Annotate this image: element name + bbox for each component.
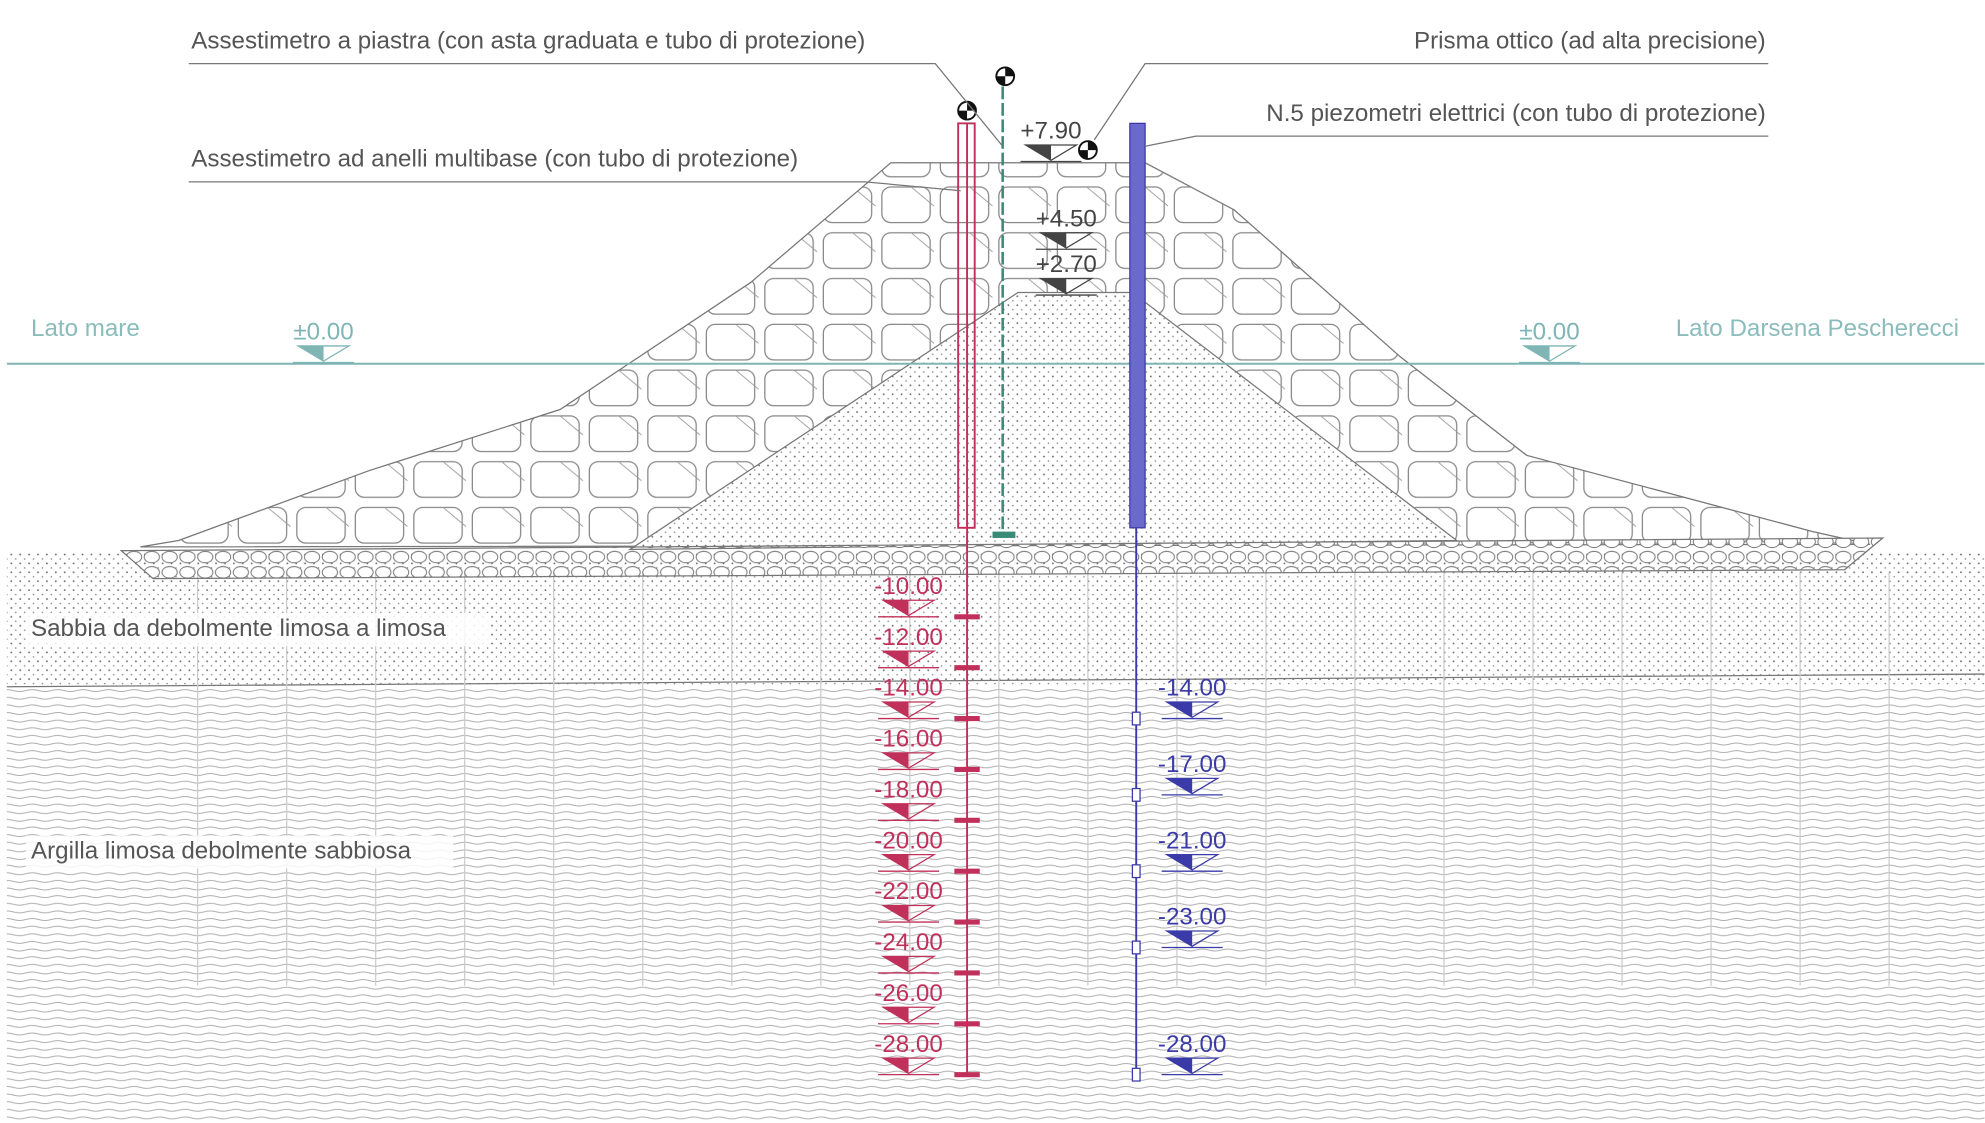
piezometer-level: -14.00 bbox=[1158, 675, 1227, 702]
gauge-ring bbox=[954, 665, 980, 671]
water-level: ±0.00 bbox=[293, 319, 353, 346]
callout-label: Prisma ottico (ad alta precisione) bbox=[1414, 27, 1766, 54]
leader-line bbox=[1093, 62, 1769, 141]
soil-label: Sabbia da debolmente limosa a limosa bbox=[31, 615, 446, 642]
clay-layer bbox=[6, 686, 1985, 1123]
level-triangle-fill bbox=[1040, 278, 1067, 294]
piezometer-cell bbox=[1131, 940, 1141, 955]
gauge-level: -18.00 bbox=[874, 776, 943, 803]
piezometer-level: -23.00 bbox=[1158, 904, 1227, 931]
layer-boundary bbox=[6, 673, 1985, 688]
target-fill bbox=[996, 67, 1015, 86]
gauge-level: -24.00 bbox=[874, 929, 943, 956]
settlement-gauge-casing bbox=[957, 122, 976, 529]
level-triangle-fill bbox=[883, 651, 909, 667]
level-triangle-fill bbox=[883, 1007, 909, 1023]
crest-level: +4.50 bbox=[1036, 205, 1097, 232]
piezometer-cell bbox=[1131, 711, 1141, 726]
gauge-level: -16.00 bbox=[874, 726, 943, 753]
level-triangle-fill bbox=[1166, 930, 1193, 947]
gauge-level: -12.00 bbox=[874, 624, 943, 651]
callout-label: Assestimetro ad anelli multibase (con tu… bbox=[191, 146, 798, 173]
callout-label: Assestimetro a piastra (con asta graduat… bbox=[191, 27, 865, 54]
gauge-ring bbox=[954, 1021, 980, 1027]
gauge-ring bbox=[954, 766, 980, 772]
side-label: Lato mare bbox=[31, 315, 140, 342]
label-bg bbox=[25, 613, 489, 647]
gauge-level: -28.00 bbox=[874, 1031, 943, 1058]
gauge-level: -20.00 bbox=[874, 827, 943, 854]
level-triangle-fill bbox=[883, 803, 909, 820]
level-triangle-fill bbox=[883, 752, 909, 769]
piezometer-casing bbox=[1129, 122, 1146, 529]
gauge-ring bbox=[954, 919, 980, 925]
piezometer-cell bbox=[1131, 864, 1141, 879]
leader-line bbox=[188, 181, 961, 192]
crest-level: +7.90 bbox=[1020, 118, 1081, 145]
water-level: ±0.00 bbox=[1519, 319, 1579, 346]
level-triangle-fill bbox=[883, 905, 909, 921]
gauge-level: -26.00 bbox=[874, 980, 943, 1007]
level-triangle-fill bbox=[883, 956, 909, 972]
gauge-level: -22.00 bbox=[874, 878, 943, 905]
gauge-ring bbox=[954, 817, 980, 823]
gauge-ring bbox=[954, 716, 980, 722]
target-fill bbox=[958, 101, 976, 120]
gauge-ring bbox=[954, 868, 980, 874]
piezometer-level: -21.00 bbox=[1158, 827, 1227, 854]
callout-label: N.5 piezometri elettrici (con tubo di pr… bbox=[1266, 100, 1765, 127]
piezometer-level: -28.00 bbox=[1158, 1031, 1227, 1058]
target-fill bbox=[1078, 141, 1097, 159]
side-label: Lato Darsena Pescherecci bbox=[1676, 315, 1959, 342]
leader-line bbox=[1144, 135, 1769, 147]
gauge-ring bbox=[954, 614, 980, 620]
soil-label: Argilla limosa debolmente sabbiosa bbox=[31, 837, 412, 864]
gauge-level: -14.00 bbox=[874, 675, 943, 702]
level-triangle-fill bbox=[1040, 232, 1067, 249]
label-bg bbox=[25, 835, 454, 869]
gauge-ring bbox=[954, 970, 980, 976]
gauge-ring bbox=[954, 1072, 980, 1078]
plate bbox=[992, 531, 1016, 538]
level-triangle-fill bbox=[1524, 345, 1550, 362]
leader-line bbox=[188, 62, 1004, 147]
piezometer-level: -17.00 bbox=[1158, 751, 1227, 778]
gauge-level: -10.00 bbox=[874, 573, 943, 600]
piezometer-cell bbox=[1131, 1067, 1141, 1082]
piezometer-cell bbox=[1131, 787, 1141, 802]
bedding-layer bbox=[119, 537, 1885, 580]
crest-level: +2.70 bbox=[1036, 251, 1097, 278]
